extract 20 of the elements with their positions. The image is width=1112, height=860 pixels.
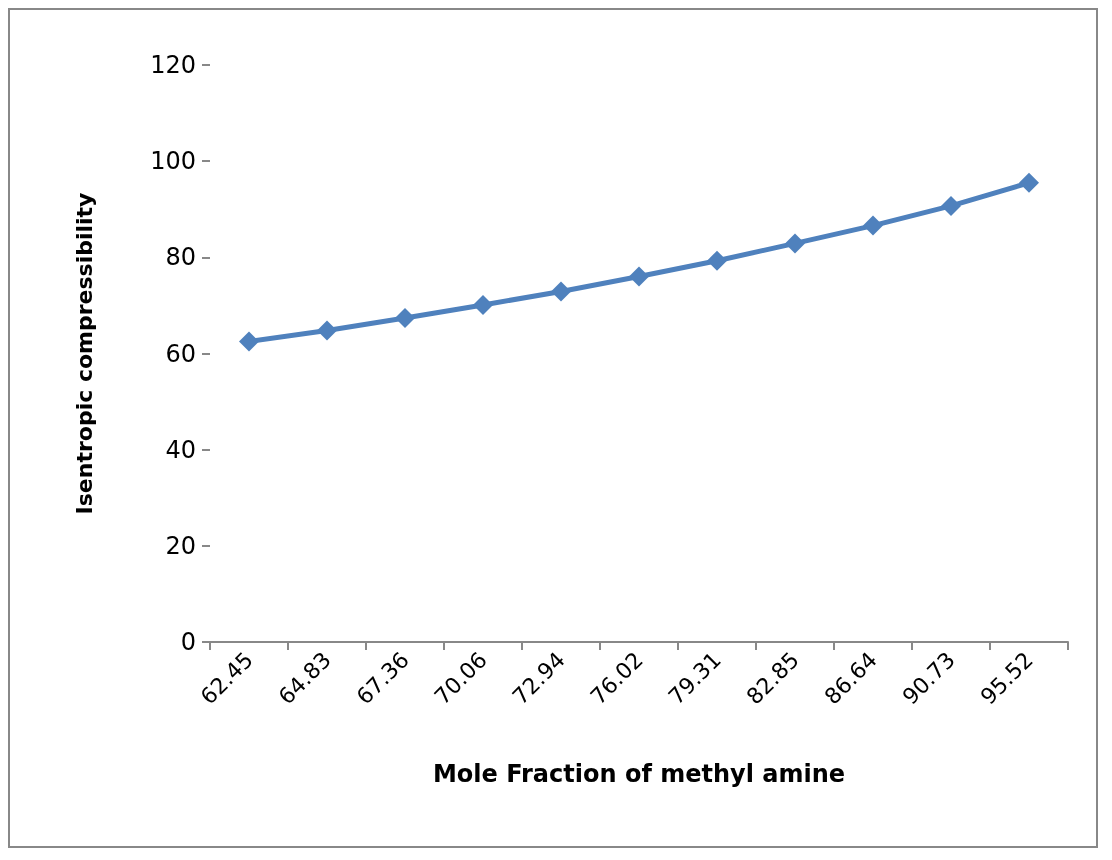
- point: [239, 331, 259, 352]
- point: [317, 320, 337, 341]
- point: [785, 233, 805, 254]
- y-tick-label: 120: [150, 51, 196, 79]
- point: [395, 307, 415, 328]
- x-axis-title: Mole Fraction of methyl amine: [432, 760, 846, 788]
- y-tick-label: 20: [165, 531, 196, 560]
- point: [551, 281, 571, 302]
- y-tick-label: 0: [180, 628, 196, 656]
- y-tick-label: 40: [165, 435, 196, 464]
- y-tick-label: 100: [150, 147, 196, 176]
- y-tick-label: 80: [165, 243, 196, 272]
- point: [1019, 172, 1039, 193]
- point: [863, 215, 883, 236]
- point: [941, 195, 961, 216]
- point: [707, 250, 727, 271]
- point: [473, 294, 493, 315]
- y-tick-label: 60: [165, 339, 196, 368]
- point: [629, 266, 649, 287]
- y-axis-title: Isentropic compressibility: [71, 192, 97, 515]
